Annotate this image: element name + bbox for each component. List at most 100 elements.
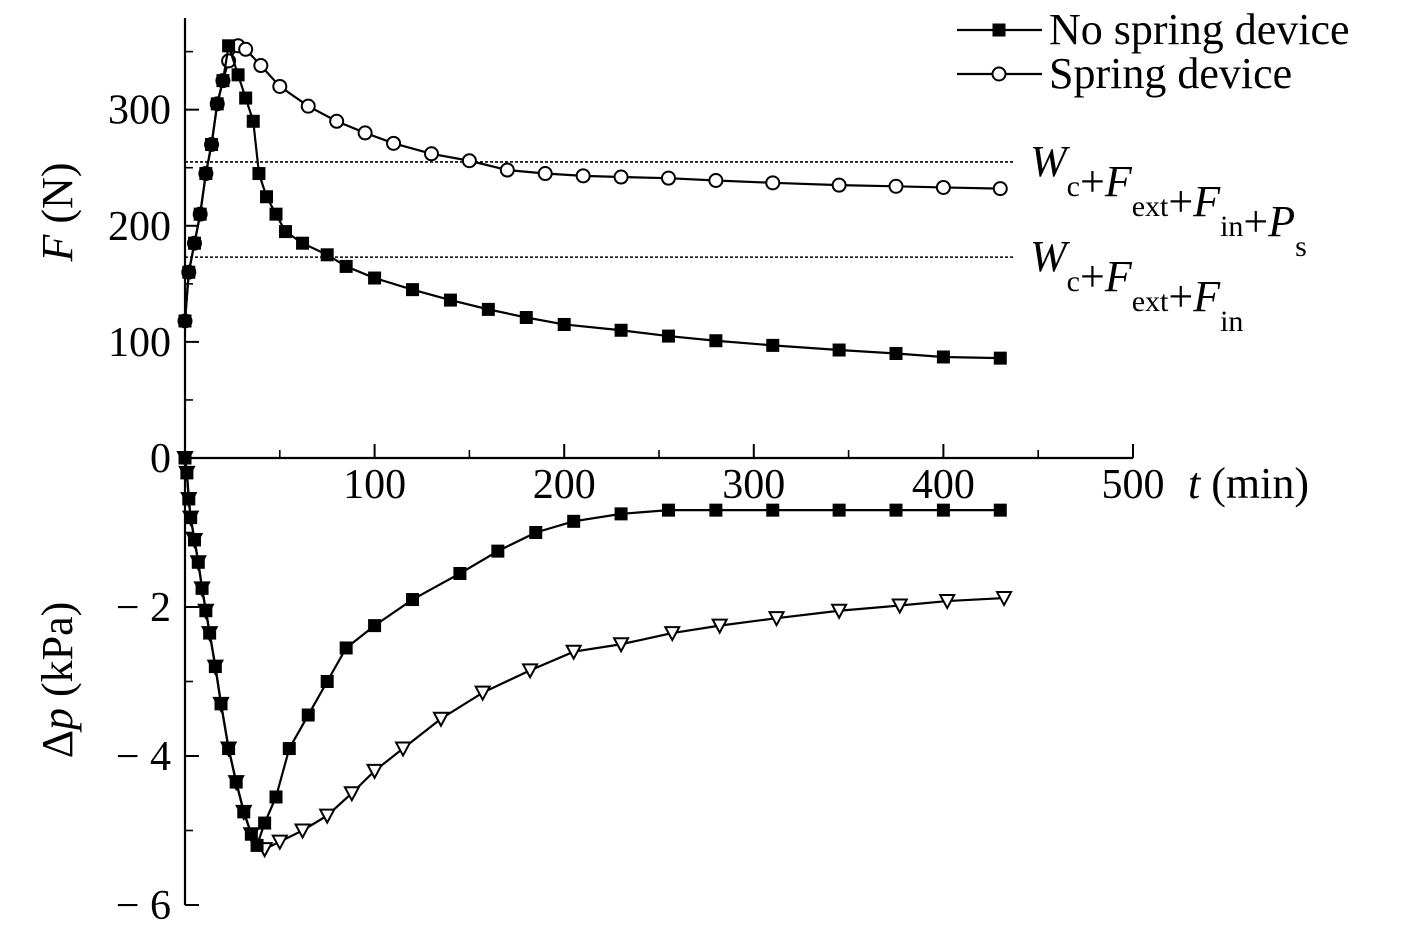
data-point xyxy=(300,98,316,114)
legend-label-spring: Spring device xyxy=(1049,49,1292,98)
data-point xyxy=(296,236,310,250)
data-point xyxy=(178,451,192,465)
data-point xyxy=(537,166,553,182)
data-point xyxy=(499,162,515,178)
data-point xyxy=(205,138,219,151)
legend-label-no-spring: No spring device xyxy=(1049,5,1350,54)
y2-tick-label: − 6 xyxy=(116,883,171,929)
data-point xyxy=(432,711,450,728)
data-point xyxy=(229,775,243,789)
data-point xyxy=(339,259,353,273)
data-point xyxy=(282,742,296,756)
data-point xyxy=(423,146,439,162)
data-point xyxy=(269,207,283,221)
data-point xyxy=(992,181,1008,197)
data-point xyxy=(269,790,283,804)
data-point xyxy=(238,41,254,57)
data-point xyxy=(491,544,505,558)
data-point xyxy=(320,248,334,262)
data-point xyxy=(830,603,848,620)
data-point xyxy=(453,566,467,580)
data-point xyxy=(250,838,264,852)
data-point xyxy=(567,514,581,528)
data-point xyxy=(614,507,628,521)
data-point xyxy=(216,74,230,88)
reference-line-label: Wc+Fext+Fin xyxy=(1030,232,1243,338)
x-tick-label: 100 xyxy=(343,462,406,508)
data-point xyxy=(214,697,228,711)
data-point xyxy=(222,742,236,756)
data-point xyxy=(195,581,209,595)
x-axis-label: t (min) xyxy=(1188,459,1309,508)
data-point xyxy=(293,823,312,840)
data-point xyxy=(831,177,847,193)
data-point xyxy=(766,503,780,517)
data-point xyxy=(252,167,266,181)
data-point xyxy=(394,741,412,758)
data-point xyxy=(614,323,628,337)
data-point xyxy=(278,225,292,239)
series-line xyxy=(183,44,1001,322)
data-point xyxy=(529,526,543,539)
data-point xyxy=(187,236,201,250)
data-point xyxy=(253,58,269,74)
data-point xyxy=(991,66,1007,82)
series xyxy=(176,38,1013,859)
data-point xyxy=(661,329,675,343)
series-line xyxy=(183,457,1001,849)
x-tick-label: 500 xyxy=(1102,462,1165,508)
data-point xyxy=(191,555,205,569)
axis-labels: t (min) F (N) Δp (kPa) xyxy=(33,163,1309,759)
data-point xyxy=(663,626,681,643)
data-point xyxy=(661,503,675,517)
data-point xyxy=(301,708,315,722)
data-point xyxy=(832,343,846,357)
data-point xyxy=(406,283,420,297)
data-point xyxy=(386,135,402,151)
reference-line-label: Wc+Fext+Fin+Ps xyxy=(1030,137,1307,263)
series-dp-spring-device xyxy=(176,451,1013,859)
data-point xyxy=(766,338,780,352)
data-point xyxy=(246,114,260,128)
data-point xyxy=(565,644,583,661)
data-point xyxy=(222,39,236,53)
data-point xyxy=(258,816,272,830)
data-point xyxy=(182,492,196,506)
data-point xyxy=(260,190,274,204)
data-point xyxy=(992,23,1006,37)
data-point xyxy=(993,351,1007,365)
data-point xyxy=(936,350,950,364)
data-point xyxy=(237,805,251,819)
data-point xyxy=(365,763,384,781)
data-point xyxy=(239,91,253,105)
y-tick-label: 0 xyxy=(150,436,171,482)
data-point xyxy=(832,503,846,517)
data-point xyxy=(203,626,217,640)
data-point xyxy=(575,168,591,184)
data-point xyxy=(521,663,539,680)
y-tick-label: 200 xyxy=(108,204,171,250)
y-tick-label: 100 xyxy=(108,320,171,366)
ticks: 100 200 300 400 500 0 100 200 300 − 2 − 4 − 6 xyxy=(108,50,1165,929)
data-point xyxy=(995,591,1013,608)
y2-tick-label: − 2 xyxy=(116,585,171,631)
data-point xyxy=(708,172,724,188)
y-tick-label: 300 xyxy=(108,88,171,134)
data-point xyxy=(443,293,457,307)
data-point xyxy=(199,604,213,618)
data-point xyxy=(320,675,334,688)
data-point xyxy=(193,207,207,221)
series-dp-no-spring-device xyxy=(178,451,1007,852)
x-tick-label: 300 xyxy=(722,462,785,508)
data-point xyxy=(406,593,420,607)
data-point xyxy=(208,660,222,674)
data-point xyxy=(473,685,492,702)
data-point xyxy=(935,179,951,195)
data-point xyxy=(187,533,201,547)
data-point xyxy=(660,170,676,186)
data-point xyxy=(199,167,213,181)
data-point xyxy=(710,618,729,635)
